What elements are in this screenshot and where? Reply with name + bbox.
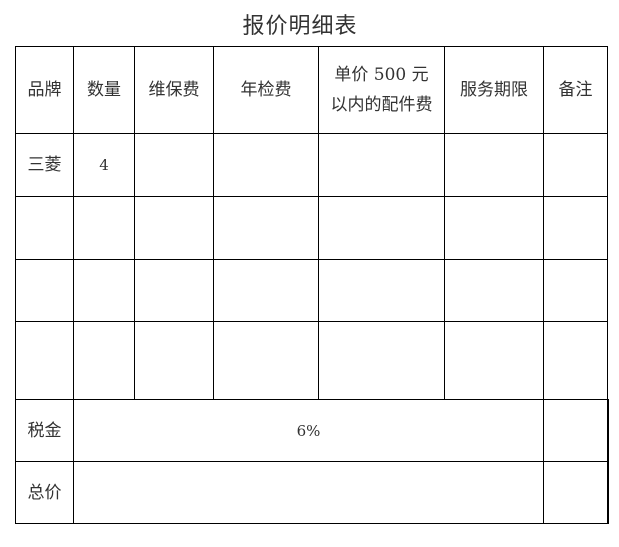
cell — [134, 259, 214, 322]
header-service-period: 服务期限 — [444, 46, 544, 134]
table-row — [15, 259, 609, 322]
cell — [73, 259, 135, 322]
cell — [318, 133, 445, 197]
cell — [134, 321, 214, 400]
header-remarks: 备注 — [543, 46, 608, 134]
cell — [213, 196, 319, 260]
table-row: 三菱 4 — [15, 133, 609, 197]
cell — [73, 196, 135, 260]
cell — [15, 321, 74, 400]
page-title: 报价明细表 — [242, 14, 358, 39]
cell — [543, 461, 608, 524]
cell — [543, 259, 608, 322]
cell — [444, 259, 544, 322]
cell — [213, 321, 319, 400]
cell — [15, 259, 74, 322]
cell — [444, 196, 544, 260]
table-row — [15, 196, 609, 260]
cell — [444, 321, 544, 400]
cell — [134, 196, 214, 260]
cell — [444, 133, 544, 197]
cell — [213, 133, 319, 197]
cell — [607, 399, 609, 462]
cell — [15, 196, 74, 260]
cell — [134, 133, 214, 197]
cell — [213, 259, 319, 322]
total-label: 总价 — [15, 461, 74, 524]
total-row: 总价 — [15, 461, 609, 524]
quote-table: 品牌 数量 维保费 年检费 单价 500 元以内的配件费 服务期限 备注 三菱 … — [15, 46, 609, 524]
cell — [318, 196, 445, 260]
header-maintenance-fee: 维保费 — [134, 46, 214, 134]
header-parts-line2: 以内的配件费 — [330, 95, 433, 115]
header-inspection-fee: 年检费 — [213, 46, 319, 134]
tax-row: 税金 6% — [15, 399, 609, 462]
header-parts-fee: 单价 500 元以内的配件费 — [318, 46, 445, 134]
cell — [543, 196, 608, 260]
header-parts-line1: 单价 500 元 — [334, 65, 429, 85]
header-row: 品牌 数量 维保费 年检费 单价 500 元以内的配件费 服务期限 备注 — [15, 46, 609, 134]
cell — [318, 259, 445, 322]
header-quantity: 数量 — [73, 46, 135, 134]
cell — [318, 321, 445, 400]
cell — [73, 321, 135, 400]
table-row — [15, 321, 609, 400]
tax-value: 6% — [73, 399, 544, 462]
brand-cell: 三菱 — [15, 133, 74, 197]
cell — [607, 461, 609, 524]
cell — [543, 399, 608, 462]
tax-label: 税金 — [15, 399, 74, 462]
quantity-cell: 4 — [73, 133, 135, 197]
cell — [543, 321, 608, 400]
total-value — [73, 461, 544, 524]
header-brand: 品牌 — [15, 46, 74, 134]
cell — [543, 133, 608, 197]
